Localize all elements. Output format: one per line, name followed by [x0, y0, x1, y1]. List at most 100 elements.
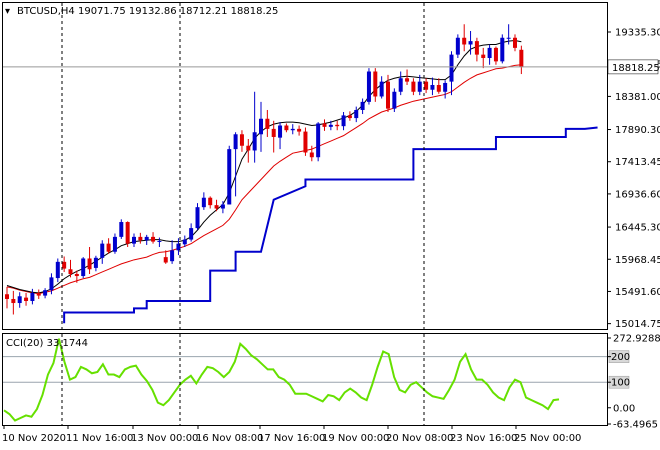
candle-body	[163, 257, 168, 263]
y-tick-label: 16936.60	[615, 189, 660, 200]
candle-body	[284, 125, 289, 131]
candle	[493, 46, 498, 65]
x-tick-label: 20 Nov 08:00	[386, 433, 453, 444]
candle	[81, 257, 86, 279]
candle-body	[297, 128, 302, 132]
candle	[443, 80, 448, 99]
candle-body	[417, 81, 422, 92]
candle	[335, 120, 340, 131]
candle	[252, 91, 257, 163]
candle-body	[360, 101, 365, 110]
candle	[74, 270, 79, 283]
candle-body	[513, 37, 517, 48]
x-tick-label: 19 Nov 00:00	[322, 433, 389, 444]
candle-body	[347, 115, 352, 119]
candle	[246, 139, 251, 163]
candle	[303, 127, 308, 156]
axis-layer: 19335.3018858.1518381.0017890.3017413.45…	[2, 3, 660, 444]
candle-body	[474, 41, 479, 55]
candle	[68, 259, 73, 278]
candle	[36, 289, 41, 299]
cci-panel-frame	[2, 333, 608, 426]
y-tick-label: 18381.00	[615, 92, 660, 103]
candle	[449, 51, 454, 96]
candle-body	[252, 132, 257, 151]
candle-body	[55, 261, 60, 279]
cci-layer	[3, 338, 607, 422]
y-tick-label: 17890.30	[615, 125, 660, 136]
current-price-tag: 18818.25	[607, 59, 660, 75]
candle-body	[411, 81, 416, 92]
candle-body	[239, 134, 244, 146]
candle-body	[5, 294, 9, 299]
candle	[411, 78, 416, 96]
candle-body	[328, 124, 333, 127]
candle	[151, 232, 156, 244]
candle-body	[208, 197, 213, 206]
candle-body	[455, 37, 460, 55]
candle	[373, 68, 378, 102]
candle-body	[36, 292, 41, 296]
candle	[125, 221, 130, 247]
candle-body	[278, 125, 283, 138]
x-tick-label: 16 Nov 08:00	[196, 433, 263, 444]
candle-body	[81, 258, 86, 277]
x-tick-label: 25 Nov 00:00	[514, 433, 581, 444]
candle	[11, 290, 16, 315]
candle	[430, 77, 435, 96]
candle-body	[157, 240, 162, 242]
candle	[106, 238, 111, 254]
x-tick-label: 10 Nov 2020	[2, 433, 66, 444]
moving-average-black	[6, 39, 522, 294]
candle-body	[265, 118, 270, 129]
candle-body	[462, 37, 467, 45]
y-tick-label: 15491.60	[615, 287, 660, 298]
candle	[112, 233, 117, 254]
candle-body	[271, 128, 276, 137]
candle	[392, 88, 397, 112]
candle-body	[112, 236, 117, 252]
candle-body	[341, 115, 346, 127]
candle	[468, 31, 473, 55]
candle-body	[132, 236, 136, 244]
candle	[157, 237, 162, 247]
candle	[138, 232, 143, 244]
candle-body	[500, 37, 505, 62]
candle-body	[100, 243, 105, 258]
candle	[487, 44, 492, 65]
candle-body	[506, 37, 511, 39]
candle-body	[176, 243, 181, 251]
candle-body	[43, 290, 48, 296]
trailing-stop-line	[63, 126, 598, 324]
current-price-label: 18818.25	[612, 63, 660, 74]
candle	[513, 34, 517, 52]
candle-body	[303, 131, 308, 153]
candle	[398, 71, 403, 96]
candle-body	[195, 207, 200, 229]
candle-body	[246, 145, 251, 151]
candle	[87, 247, 92, 274]
candle	[100, 240, 105, 264]
candle-body	[379, 81, 384, 97]
moving-average-red	[6, 64, 522, 295]
candle-body	[443, 82, 448, 92]
candle	[290, 124, 295, 135]
candle	[55, 258, 60, 283]
candle-body	[220, 204, 225, 209]
candle	[144, 234, 149, 245]
cci-tick-label: 0.00	[613, 403, 635, 414]
candle-body	[125, 222, 130, 244]
candle	[360, 98, 365, 115]
candle-body	[119, 222, 124, 237]
candle-body	[430, 85, 435, 90]
cci-tick-label: 200	[611, 352, 630, 363]
candle	[424, 78, 429, 94]
candle-body	[189, 228, 194, 240]
candle	[354, 106, 359, 123]
candle-body	[481, 54, 486, 58]
candle-body	[87, 258, 92, 270]
candle-body	[93, 257, 98, 268]
candle-body	[493, 47, 498, 62]
candle-body	[170, 250, 175, 262]
